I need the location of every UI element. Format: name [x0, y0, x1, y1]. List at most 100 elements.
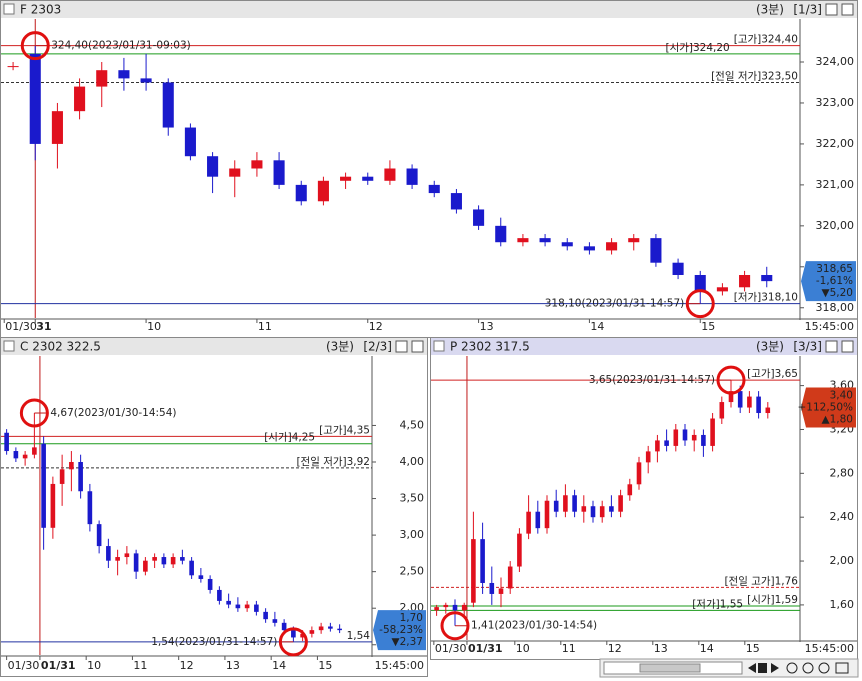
x-tick-label: 01/30: [435, 642, 467, 655]
candle-body: [673, 429, 679, 446]
current-change-pct: +112,50%: [797, 402, 853, 414]
candle-body: [627, 484, 633, 496]
candle-body: [682, 429, 688, 441]
y-tick-label: 1,60: [830, 598, 855, 611]
settings[interactable]: [835, 662, 849, 674]
candle-body: [300, 633, 305, 638]
candle-body: [140, 78, 152, 83]
reference-label: [시가]324,20: [665, 42, 729, 54]
highlight-circle: [20, 31, 50, 61]
end-time: 15:45:00: [375, 659, 424, 672]
y-tick-label: 2,00: [830, 554, 855, 567]
y-tick-label: 324,00: [816, 55, 855, 68]
maximize-button[interactable]: [825, 3, 838, 16]
candle-body: [495, 225, 507, 243]
x-tick-label: 11: [258, 320, 272, 333]
next-button[interactable]: [771, 663, 779, 673]
candle-body: [74, 86, 86, 112]
candle-body: [384, 168, 396, 181]
candle-body: [124, 553, 130, 558]
reference-label: [시가]4,25: [264, 432, 315, 444]
end-time: 15:45:00: [805, 320, 854, 333]
chart-panel: C 2302 322.5[2/3](3분)1,502,002,503,003,5…: [0, 337, 428, 677]
candle-body: [309, 630, 315, 634]
candle-body: [747, 396, 752, 408]
candle-body: [254, 604, 259, 612]
candle-body: [229, 168, 241, 177]
panel-period: (3분): [326, 340, 354, 354]
candle-body: [650, 238, 662, 263]
stop-button[interactable]: [758, 663, 767, 673]
reference-label: [저가]1,55: [692, 598, 743, 610]
candle-body: [406, 168, 418, 185]
reference-label: 1,54: [347, 630, 371, 642]
maximize-button[interactable]: [825, 340, 838, 353]
highlight-circle: [716, 365, 746, 395]
y-tick-label: 2,50: [400, 565, 425, 578]
x-tick-label: 01/31: [468, 642, 503, 655]
candle-body: [507, 566, 513, 589]
y-tick-label: 4,50: [400, 418, 425, 431]
x-tick-label: 12: [180, 659, 194, 672]
candle-body: [78, 462, 83, 492]
candle-body: [452, 604, 458, 611]
panel-title: P 2302 317.5: [450, 340, 530, 354]
candle-body: [337, 628, 342, 631]
candle-body: [328, 626, 333, 629]
end-time: 15:45:00: [805, 642, 854, 655]
candle-body: [716, 287, 728, 292]
x-tick-label: 12: [369, 320, 383, 333]
candle-body: [22, 454, 28, 459]
candle-body: [189, 560, 194, 576]
extreme-label: 318,10(2023/01/31-14:57): [545, 298, 685, 310]
current-box: [373, 610, 426, 651]
current-price: 318,65: [816, 263, 853, 275]
y-tick-label: 322,00: [816, 137, 855, 150]
scroll-thumb[interactable]: [639, 663, 701, 673]
panel-header: [431, 338, 857, 355]
prev-button[interactable]: [748, 663, 756, 673]
panel-page: [1/3]: [793, 3, 822, 17]
candle-body: [664, 440, 669, 446]
current-change-pct: -1,61%: [816, 275, 853, 287]
x-tick-label: 13: [480, 320, 494, 333]
candle-body: [4, 432, 9, 452]
scroll-toolbar[interactable]: [599, 658, 859, 678]
zoom-out[interactable]: [802, 662, 814, 674]
candle-body: [765, 407, 771, 414]
y-tick-label: 321,00: [816, 178, 855, 191]
extreme-label: 3,65(2023/01/31-14:57): [589, 374, 715, 386]
x-tick-label: 14: [700, 642, 714, 655]
zoom-in[interactable]: [786, 662, 798, 674]
candle-body: [471, 539, 476, 603]
candle-body: [162, 82, 174, 128]
current-box: [801, 261, 856, 302]
x-tick-label: 01/31: [41, 659, 76, 672]
candle-body: [235, 604, 241, 609]
header-checkbox: [3, 340, 15, 352]
candle-body: [636, 462, 642, 485]
x-tick-label: 13: [226, 659, 240, 672]
candles: [7, 45, 773, 304]
candle-body: [106, 546, 111, 561]
current-price: 3,40: [830, 390, 853, 402]
close-button[interactable]: [841, 3, 854, 16]
candle-body: [443, 604, 449, 608]
header-checkbox: [3, 3, 15, 15]
current-change: ▲1,80: [822, 414, 853, 426]
candle-body: [207, 156, 219, 177]
close-button[interactable]: [411, 340, 424, 353]
maximize-button[interactable]: [395, 340, 408, 353]
zoom-reset[interactable]: [818, 662, 830, 674]
close-button[interactable]: [841, 340, 854, 353]
candle-body: [517, 238, 529, 243]
chart-panel: P 2302 317.5 [3/3](3분)1,602,002,402,803,2…: [430, 337, 858, 660]
candle-body: [152, 557, 157, 561]
candle-body: [161, 557, 167, 565]
candle-body: [244, 604, 250, 609]
reference-label: [전일 저가]3,92: [296, 455, 370, 468]
panel-frame: [0, 0, 858, 338]
highlight-circle: [19, 398, 49, 428]
candle-body: [694, 274, 706, 292]
